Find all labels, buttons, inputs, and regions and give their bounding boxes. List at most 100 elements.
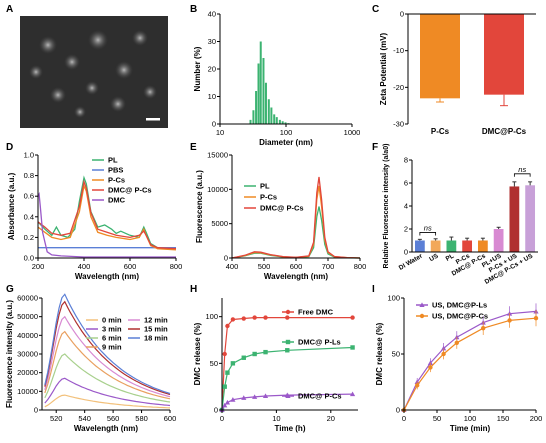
y-tick-label: 50000 (17, 312, 38, 321)
micrograph-a (20, 16, 168, 128)
x-tick-label: 200 (32, 262, 45, 271)
scale-bar (146, 118, 160, 121)
histogram-bar (255, 91, 258, 124)
panel-e-fluorescence: 0 5000 10000 15000 400 500 600 700 800 Wavelength… (195, 151, 366, 282)
series-line (231, 176, 361, 259)
y-tick-label: 30000 (17, 350, 38, 359)
y-tick-label: 0.4 (24, 212, 34, 221)
legend-label: 3 min (102, 325, 122, 334)
y-tick-label: 30 (208, 37, 216, 46)
legend-label: 9 min (102, 343, 122, 352)
fluorescence-bar (477, 240, 488, 252)
zeta-bar (484, 14, 524, 95)
y-tick-label: 10000 (17, 387, 38, 396)
x-tick-label: 150 (497, 414, 510, 423)
y-tick-label: 0.6 (24, 192, 34, 201)
data-point (252, 315, 257, 320)
x-tick-label: 10 (216, 128, 224, 137)
significance-bracket (419, 232, 437, 236)
legend-label: US, DMC@P-Ls (432, 301, 487, 310)
data-point (230, 317, 236, 322)
x-tick-label: 800 (354, 262, 367, 271)
significance-bracket (513, 173, 531, 177)
y-tick-label: 2 (404, 225, 408, 234)
data-point (263, 349, 268, 355)
legend-label: DMC@ P-Ls (298, 338, 341, 347)
x-tick-label: 400 (226, 262, 239, 271)
x-tick-label: 200 (530, 414, 543, 423)
histogram-bar (267, 99, 270, 124)
legend-label: 6 min (102, 334, 122, 343)
y-tick-label: 20 (208, 65, 216, 74)
y-tick-label: 8 (404, 156, 408, 165)
y-axis-label: DMC release (%) (193, 322, 202, 385)
fluorescence-bar (525, 185, 536, 252)
data-point (222, 351, 227, 357)
x-tick-label: 600 (164, 414, 177, 423)
data-point (230, 397, 236, 402)
x-tick-label: 540 (78, 414, 91, 423)
series-line (44, 394, 171, 409)
series-line (403, 317, 537, 411)
y-tick-label: 100 (205, 312, 218, 321)
x-tick-label: 580 (135, 414, 148, 423)
x-tick-label: 1000 (344, 128, 361, 137)
x-tick-label: 400 (78, 262, 91, 271)
data-point (263, 315, 268, 320)
data-point (225, 323, 230, 329)
panel-letter-g: G (6, 284, 14, 295)
x-tick-label: 800 (170, 262, 183, 271)
histogram-bar (270, 107, 273, 124)
x-axis-label: Time (h) (275, 424, 306, 433)
y-tick-label: 1.0 (24, 151, 34, 160)
x-tick-label: 600 (290, 262, 303, 271)
data-point (419, 313, 425, 319)
series-line (44, 293, 171, 395)
data-point (262, 393, 269, 398)
legend-label: DMC@ P-Cs (298, 392, 342, 401)
y-tick-label: 60000 (17, 294, 38, 303)
legend-label: 18 min (144, 334, 168, 343)
histogram-bar (264, 82, 267, 124)
data-point (285, 393, 291, 398)
series-line (37, 175, 176, 249)
y-tick-label: 5000 (211, 219, 228, 228)
legend-label: DMC (108, 196, 126, 205)
y-axis-label: Fluorescence intensity (a.u.) (5, 300, 14, 408)
x-tick-label: 500 (258, 262, 271, 271)
y-tick-label: 40 (208, 10, 216, 19)
y-tick-label: 100 (387, 294, 400, 303)
y-tick-label: 0 (396, 406, 400, 415)
x-axis-label: Wavelength (nm) (74, 424, 138, 433)
y-tick-label: 0.2 (24, 233, 34, 242)
panel-letter-d: D (6, 142, 13, 153)
category-label: PL (445, 253, 456, 263)
y-axis-label: Fluorescence (a.u.) (195, 170, 204, 243)
fluorescence-bar (493, 229, 504, 252)
data-point (225, 370, 230, 375)
x-tick-label: 10 (272, 414, 280, 423)
x-axis-label: Wavelength (nm) (264, 272, 328, 281)
data-point (222, 384, 227, 389)
legend-label: PBS (108, 166, 123, 175)
significance-label: ns (518, 165, 526, 174)
y-tick-label: 50 (210, 359, 218, 368)
x-tick-label: 50 (433, 414, 441, 423)
panel-h-release-hours: 0 50 100 0 10 20 Time (h) DMC release (%) Free D… (193, 298, 358, 433)
fluorescence-bar (414, 240, 425, 252)
x-axis-label: Wavelength (nm) (75, 272, 139, 281)
x-tick-label: 520 (50, 414, 63, 423)
y-axis-label: Absorbance (a.u.) (7, 172, 16, 240)
y-tick-label: -10 (393, 46, 404, 55)
data-point (241, 355, 246, 360)
legend-label: Free DMC (298, 308, 334, 317)
y-tick-label: 0.8 (24, 171, 34, 180)
series-line (44, 330, 171, 400)
series-line (403, 310, 537, 411)
y-tick-label: 4 (404, 202, 408, 211)
series-line (37, 191, 176, 258)
legend-label: 0 min (102, 316, 122, 325)
category-label: US (428, 252, 440, 263)
y-tick-label: 0 (400, 10, 404, 19)
